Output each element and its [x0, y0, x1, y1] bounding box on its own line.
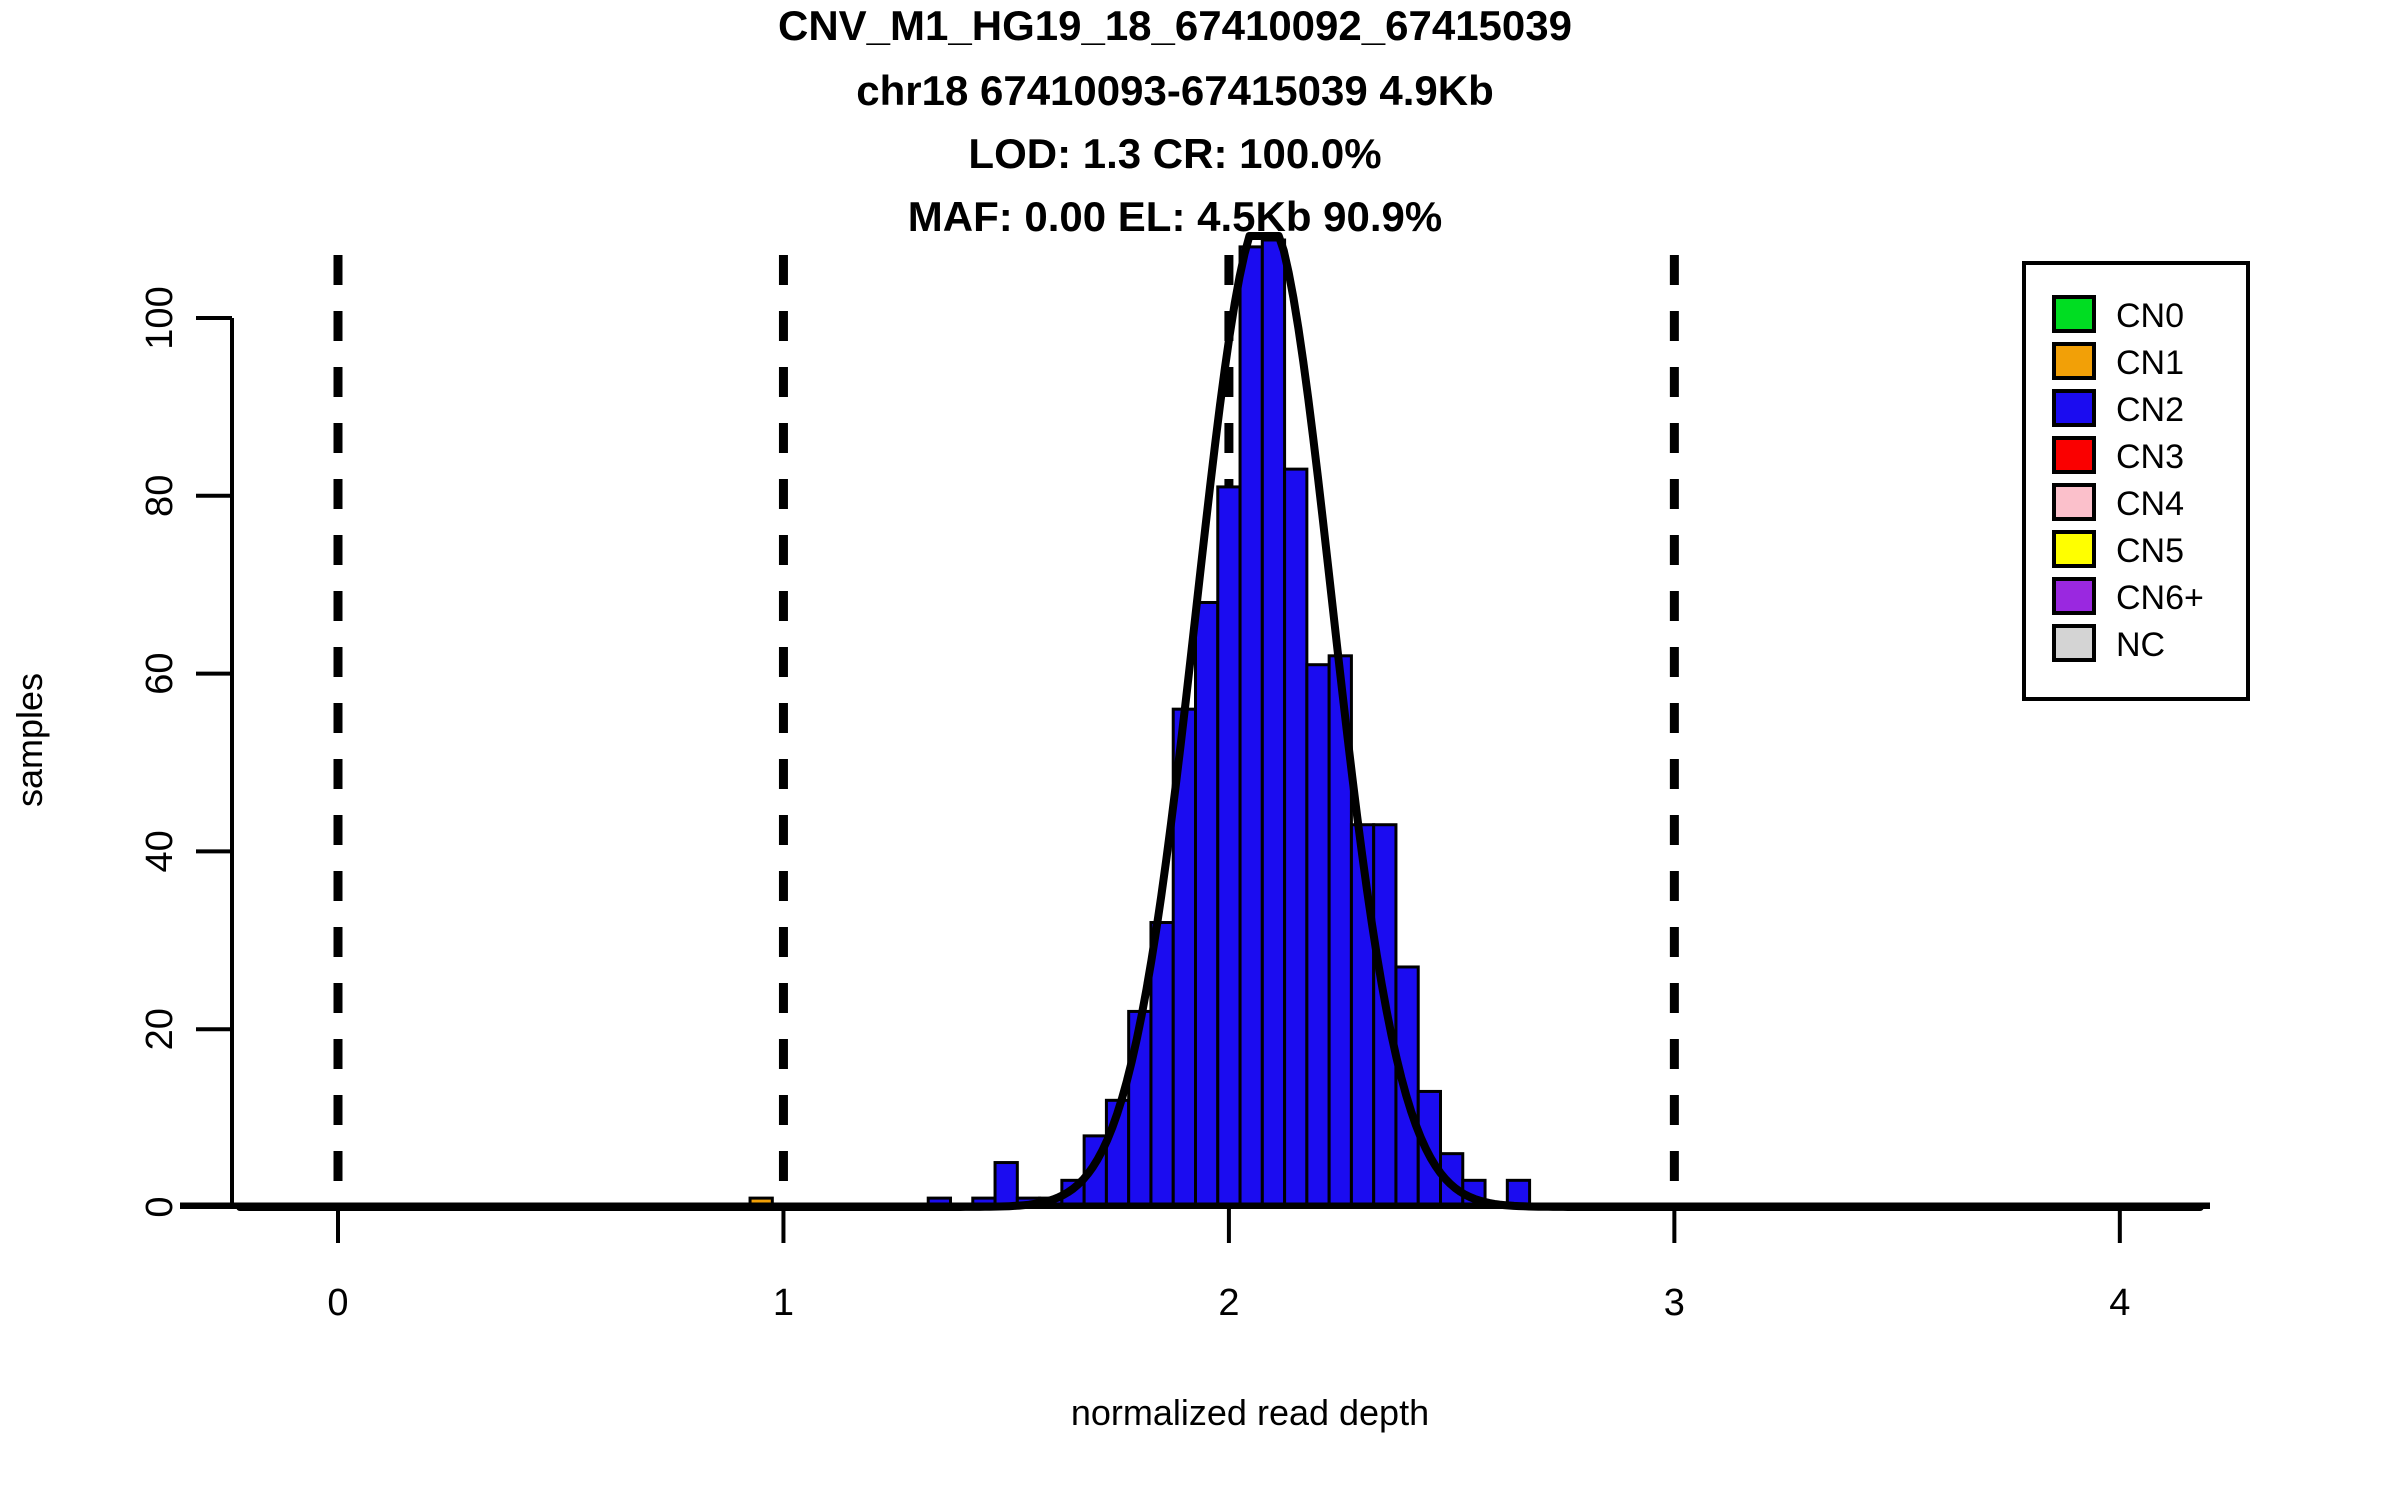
legend-label-cn5: CN5: [2116, 532, 2184, 570]
histogram-bar: [1260, 238, 1287, 1209]
title-line-1: CNV_M1_HG19_18_67410092_67415039: [778, 2, 1572, 49]
legend-label-cn3: CN3: [2116, 438, 2184, 476]
legend-swatch-cn3[interactable]: [2052, 436, 2096, 474]
x-tick-label: 3: [1664, 1282, 1685, 1324]
legend-swatch-cn5[interactable]: [2052, 530, 2096, 568]
legend: CN0 CN1 CN2 CN3 CN4 CN5 CN6+ NC: [2022, 261, 2250, 701]
x-tick-label: 2: [1218, 1282, 1239, 1324]
legend-swatch-nc[interactable]: [2052, 624, 2096, 662]
legend-label-cn1: CN1: [2116, 344, 2184, 382]
x-axis-label: normalized read depth: [1071, 1392, 1429, 1433]
legend-label-cn4: CN4: [2116, 485, 2184, 523]
cut-lines: [333, 255, 1679, 1207]
x-axis-ticks: 0 1 2 3 4: [327, 1207, 2130, 1324]
legend-swatch-cn1[interactable]: [2052, 342, 2096, 380]
y-tick-label: 100: [139, 286, 181, 349]
x-tick-label: 4: [2109, 1282, 2130, 1324]
axes: [180, 318, 2210, 1209]
histogram-bar: [1305, 663, 1331, 1209]
y-tick-label: 20: [139, 1008, 181, 1050]
y-tick-label: 0: [139, 1196, 181, 1217]
legend-label-cn2: CN2: [2116, 391, 2184, 429]
y-tick-label: 60: [139, 652, 181, 694]
legend-swatch-cn0[interactable]: [2052, 295, 2096, 333]
histogram-bars: [180, 238, 2210, 1209]
legend-swatch-cn6plus[interactable]: [2052, 577, 2096, 615]
legend-swatch-cn4[interactable]: [2052, 483, 2096, 521]
y-tick-label: 40: [139, 830, 181, 872]
plot-title: CNV_M1_HG19_18_67410092_67415039 chr18 6…: [778, 2, 1572, 240]
histogram-bar: [1216, 485, 1242, 1209]
legend-label-cn6plus: CN6+: [2116, 579, 2204, 617]
y-tick-label: 80: [139, 475, 181, 517]
histogram-bar: [1283, 467, 1309, 1209]
legend-label-cn0: CN0: [2116, 297, 2184, 335]
legend-label-nc: NC: [2116, 626, 2165, 664]
x-tick-label: 0: [327, 1282, 348, 1324]
histogram-bar: [1238, 245, 1264, 1209]
title-line-3: LOD: 1.3 CR: 100.0%: [968, 130, 1381, 177]
histogram-bar: [993, 1161, 1019, 1209]
y-axis-ticks: 0 20 40 60 80 100: [139, 286, 232, 1218]
y-axis-label: samples: [9, 673, 50, 807]
legend-swatch-cn2[interactable]: [2052, 389, 2096, 427]
x-tick-label: 1: [773, 1282, 794, 1324]
title-line-4: MAF: 0.00 EL: 4.5Kb 90.9%: [908, 193, 1443, 240]
histogram-bar: [1194, 600, 1220, 1209]
title-line-2: chr18 67410093-67415039 4.9Kb: [856, 67, 1494, 114]
